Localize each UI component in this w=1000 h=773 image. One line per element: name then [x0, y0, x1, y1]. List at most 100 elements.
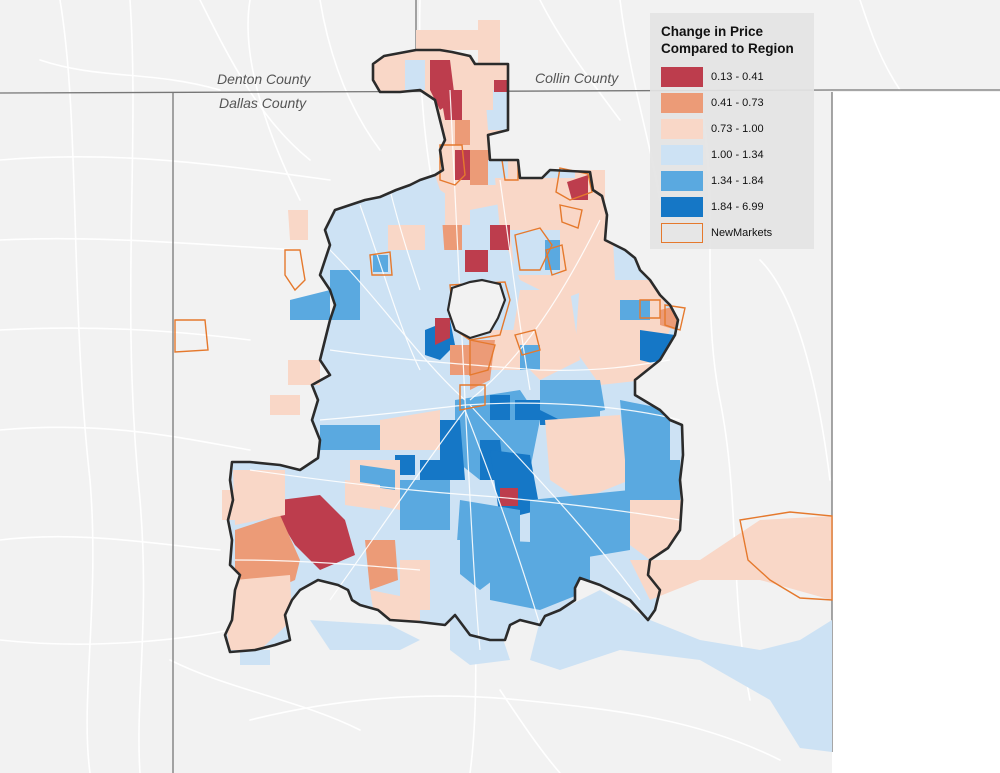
- road: [329, 409, 466, 601]
- road: [859, 0, 901, 91]
- collin-county-label: Collin County: [535, 70, 619, 86]
- road: [0, 237, 301, 251]
- legend-item: 0.13 - 0.41: [661, 66, 814, 88]
- tract: [233, 470, 285, 525]
- tract: [288, 360, 320, 385]
- tract: [345, 480, 380, 510]
- road: [329, 349, 671, 371]
- tract: [320, 380, 400, 420]
- new-market-area: [664, 304, 686, 331]
- legend-item: 0.41 - 0.73: [661, 92, 814, 114]
- road-overlay: [234, 89, 681, 651]
- tract: [320, 425, 380, 450]
- new-market-area: [514, 227, 553, 271]
- tract: [490, 225, 510, 250]
- road: [0, 629, 231, 645]
- denton-county-label: Denton County: [217, 71, 311, 87]
- road: [469, 219, 601, 401]
- road: [129, 0, 145, 773]
- new-market-area: [469, 339, 496, 376]
- new-market-area: [559, 204, 583, 229]
- map-legend: Change in Price Compared to Region 0.13 …: [650, 13, 814, 249]
- tract: [470, 340, 495, 390]
- legend-item: 1.00 - 1.34: [661, 144, 814, 166]
- tract: [567, 175, 588, 200]
- tract: [465, 250, 488, 272]
- tract: [500, 488, 518, 506]
- tract: [478, 20, 500, 64]
- legend-label: NewMarkets: [711, 227, 773, 239]
- new-market-area: [545, 244, 567, 276]
- legend-swatch: [661, 67, 703, 87]
- new-market-area: [514, 329, 541, 356]
- road: [234, 559, 421, 571]
- road: [359, 204, 421, 371]
- tract: [310, 620, 420, 650]
- new-markets-outlines: [174, 144, 833, 601]
- road: [389, 189, 421, 291]
- road: [169, 659, 361, 731]
- tract: [565, 380, 600, 420]
- tract: [435, 318, 450, 345]
- road: [759, 259, 831, 481]
- dallas-county-label: Dallas County: [219, 95, 307, 111]
- new-market-area: [174, 319, 209, 353]
- tract: [455, 120, 470, 145]
- tract: [416, 30, 478, 50]
- road: [249, 695, 781, 761]
- new-market-area: [369, 251, 393, 276]
- tract: [290, 290, 330, 320]
- tract: [545, 415, 630, 500]
- road: [464, 409, 541, 626]
- tract: [530, 590, 832, 752]
- tract: [450, 345, 470, 375]
- road: [59, 0, 94, 773]
- legend-label: 0.13 - 0.41: [711, 71, 764, 83]
- tract: [630, 516, 832, 600]
- tract: [430, 540, 460, 610]
- tract: [455, 150, 470, 180]
- legend-label: 1.84 - 6.99: [711, 201, 764, 213]
- new-market-area: [555, 167, 593, 201]
- road: [499, 179, 531, 391]
- tract: [470, 150, 490, 185]
- road: [0, 426, 251, 451]
- legend-label: 1.34 - 1.84: [711, 175, 764, 187]
- tract: [473, 90, 493, 110]
- tract: [625, 460, 680, 500]
- legend-item: 1.84 - 6.99: [661, 196, 814, 218]
- enclave-boundary: [446, 278, 507, 340]
- legend-item: 0.73 - 1.00: [661, 118, 814, 140]
- city-boundary: [223, 48, 685, 654]
- new-market-area: [459, 384, 486, 411]
- tract: [330, 270, 360, 320]
- legend-title-line2: Compared to Region: [661, 41, 794, 56]
- tract: [270, 395, 300, 415]
- legend-label: 1.00 - 1.34: [711, 149, 764, 161]
- legend-item-new-markets: NewMarkets: [661, 222, 814, 244]
- tract: [625, 500, 682, 560]
- road: [199, 0, 311, 161]
- tract: [490, 540, 590, 610]
- road: [469, 404, 641, 601]
- road: [319, 0, 381, 151]
- road: [249, 469, 681, 521]
- legend-title: Change in Price Compared to Region: [661, 23, 814, 57]
- legend-swatch: [661, 93, 703, 113]
- tract: [445, 185, 470, 225]
- road: [831, 119, 1000, 151]
- outside-area: [832, 92, 1000, 773]
- tract: [640, 330, 675, 365]
- legend-swatch: [661, 119, 703, 139]
- road: [319, 402, 681, 421]
- legend-swatch-new-markets: [661, 223, 703, 243]
- road: [0, 535, 221, 551]
- road: [539, 0, 621, 121]
- road: [499, 689, 561, 773]
- road: [329, 249, 466, 401]
- tract: [365, 540, 398, 590]
- new-market-area: [284, 249, 306, 292]
- legend-item: 1.34 - 1.84: [661, 170, 814, 192]
